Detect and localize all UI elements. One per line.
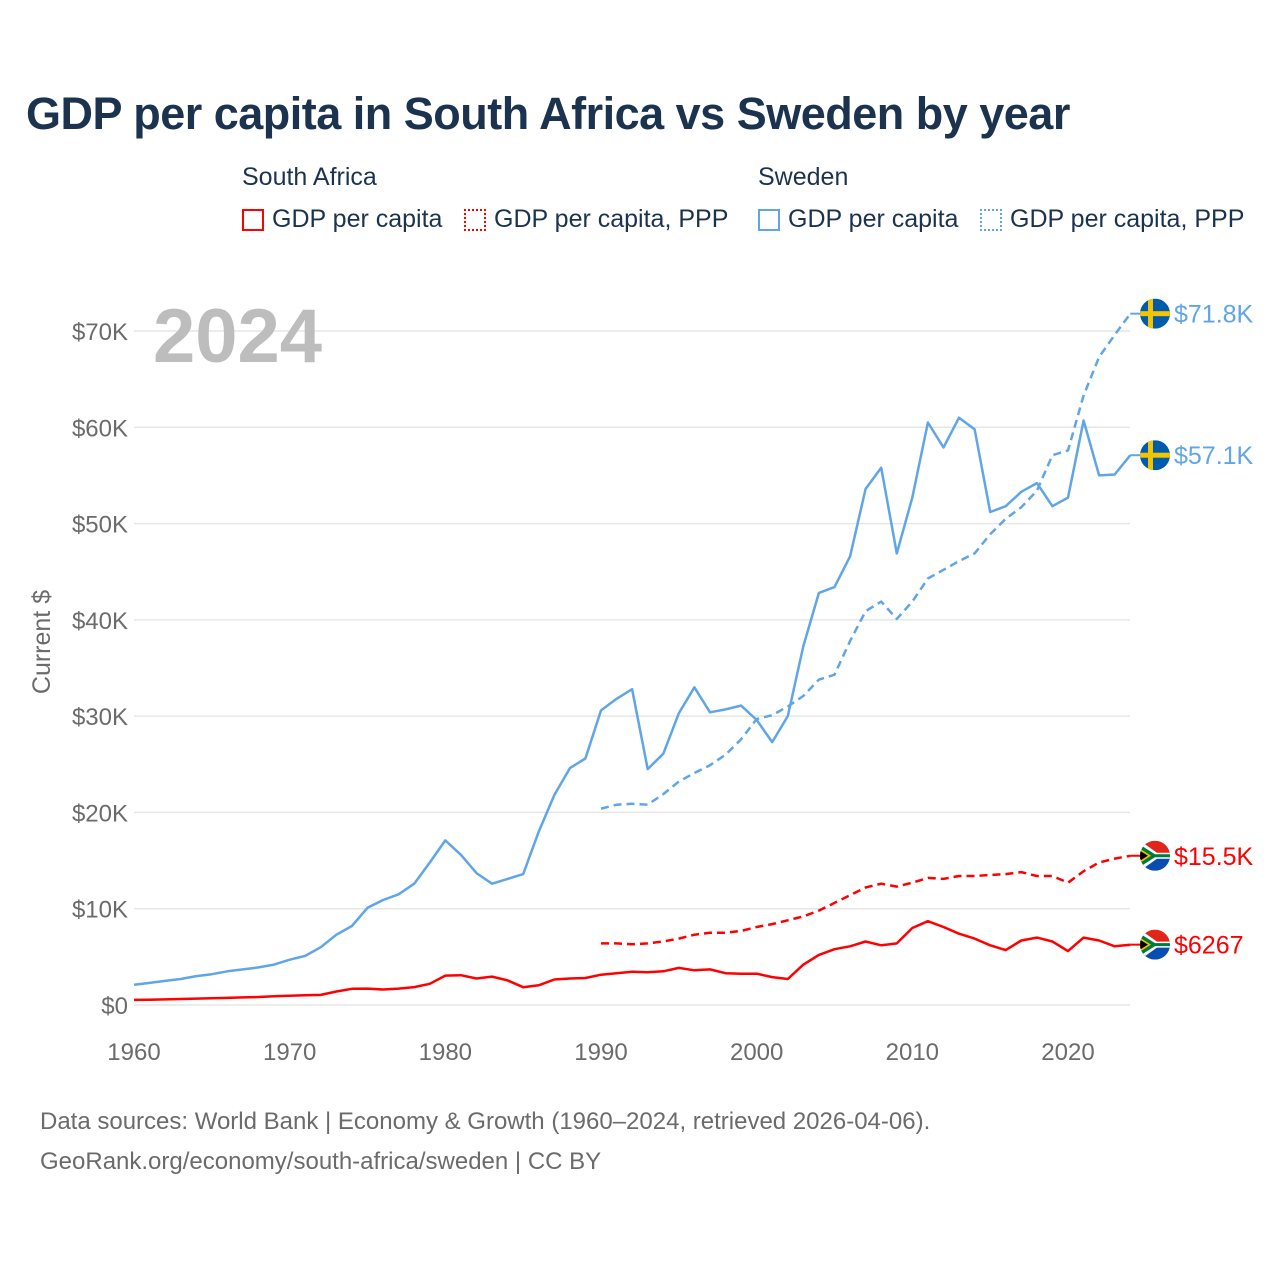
flag-green bbox=[1140, 933, 1170, 956]
x-tick-label: 2000 bbox=[730, 1039, 783, 1066]
flag-black bbox=[1140, 939, 1148, 950]
footer-link[interactable]: GeoRank.org/economy/south-africa/sweden … bbox=[40, 1148, 602, 1175]
flag-black bbox=[1140, 850, 1148, 861]
flag-body bbox=[1140, 440, 1170, 471]
flag-body bbox=[1140, 298, 1170, 329]
legend-swatch-solid-red bbox=[242, 208, 264, 231]
legend-label: GDP per capita bbox=[788, 205, 959, 233]
x-tick-label: 2010 bbox=[886, 1039, 939, 1066]
legend-item-sa-gdp[interactable]: GDP per capita bbox=[242, 205, 442, 234]
south-africa-flag-icon bbox=[1140, 929, 1170, 960]
series-line-sweden-gdp-per-capita bbox=[133, 416, 1132, 987]
series-line-south-africa-gdp-per-capita-ppp bbox=[601, 854, 1131, 946]
flag-cross-h bbox=[1140, 311, 1170, 317]
flag-green bbox=[1140, 844, 1170, 867]
x-tick-label: 1980 bbox=[419, 1039, 472, 1066]
y-tick-label: $20K bbox=[72, 800, 128, 827]
legend-swatch-solid-blue bbox=[758, 208, 780, 231]
legend-swatch-dotted-blue bbox=[980, 208, 1002, 231]
flag-body bbox=[1140, 840, 1170, 871]
y-tick-label: $40K bbox=[72, 608, 128, 635]
series-line-south-africa-gdp-per-capita bbox=[133, 919, 1131, 1002]
y-axis-label: Current $ bbox=[28, 590, 56, 694]
legend-group-sweden: Sweden bbox=[758, 163, 849, 191]
sweden-flag-icon bbox=[1140, 440, 1170, 471]
end-value-label: $71.8K bbox=[1174, 301, 1254, 329]
chart-title: GDP per capita in South Africa vs Sweden… bbox=[26, 88, 1070, 139]
legend-item-sa-ppp[interactable]: GDP per capita, PPP bbox=[464, 205, 728, 234]
legend-item-se-gdp[interactable]: GDP per capita bbox=[758, 205, 958, 234]
flag-cross-h bbox=[1140, 452, 1170, 458]
x-tick-label: 1990 bbox=[574, 1039, 627, 1066]
legend-item-se-ppp[interactable]: GDP per capita, PPP bbox=[980, 205, 1244, 234]
x-tick-label: 2020 bbox=[1041, 1039, 1094, 1066]
legend-label: GDP per capita, PPP bbox=[1010, 205, 1245, 233]
year-watermark: 2024 bbox=[153, 294, 322, 379]
end-value-label: $57.1K bbox=[1174, 442, 1254, 470]
end-value-label: $6267 bbox=[1174, 932, 1244, 960]
legend-group-south-africa: South Africa bbox=[242, 163, 377, 191]
legend-swatch-dotted-red bbox=[464, 208, 486, 231]
end-value-label: $15.5K bbox=[1174, 843, 1254, 871]
sweden-flag-icon bbox=[1140, 298, 1170, 329]
footer-sources: Data sources: World Bank | Economy & Gro… bbox=[40, 1108, 931, 1135]
south-africa-flag-icon bbox=[1140, 840, 1170, 871]
series-line-sweden-gdp-per-capita-ppp bbox=[600, 312, 1132, 810]
flag-body bbox=[1140, 929, 1170, 960]
x-tick-label: 1960 bbox=[107, 1039, 160, 1066]
y-tick-label: $70K bbox=[72, 319, 128, 346]
y-tick-label: $30K bbox=[72, 704, 128, 731]
y-tick-label: $50K bbox=[72, 512, 128, 539]
y-tick-label: $0 bbox=[101, 993, 128, 1020]
y-tick-label: $10K bbox=[72, 897, 128, 924]
legend-label: GDP per capita, PPP bbox=[494, 205, 729, 233]
legend-label: GDP per capita bbox=[272, 205, 443, 233]
x-tick-label: 1970 bbox=[263, 1039, 316, 1066]
y-tick-label: $60K bbox=[72, 415, 128, 442]
